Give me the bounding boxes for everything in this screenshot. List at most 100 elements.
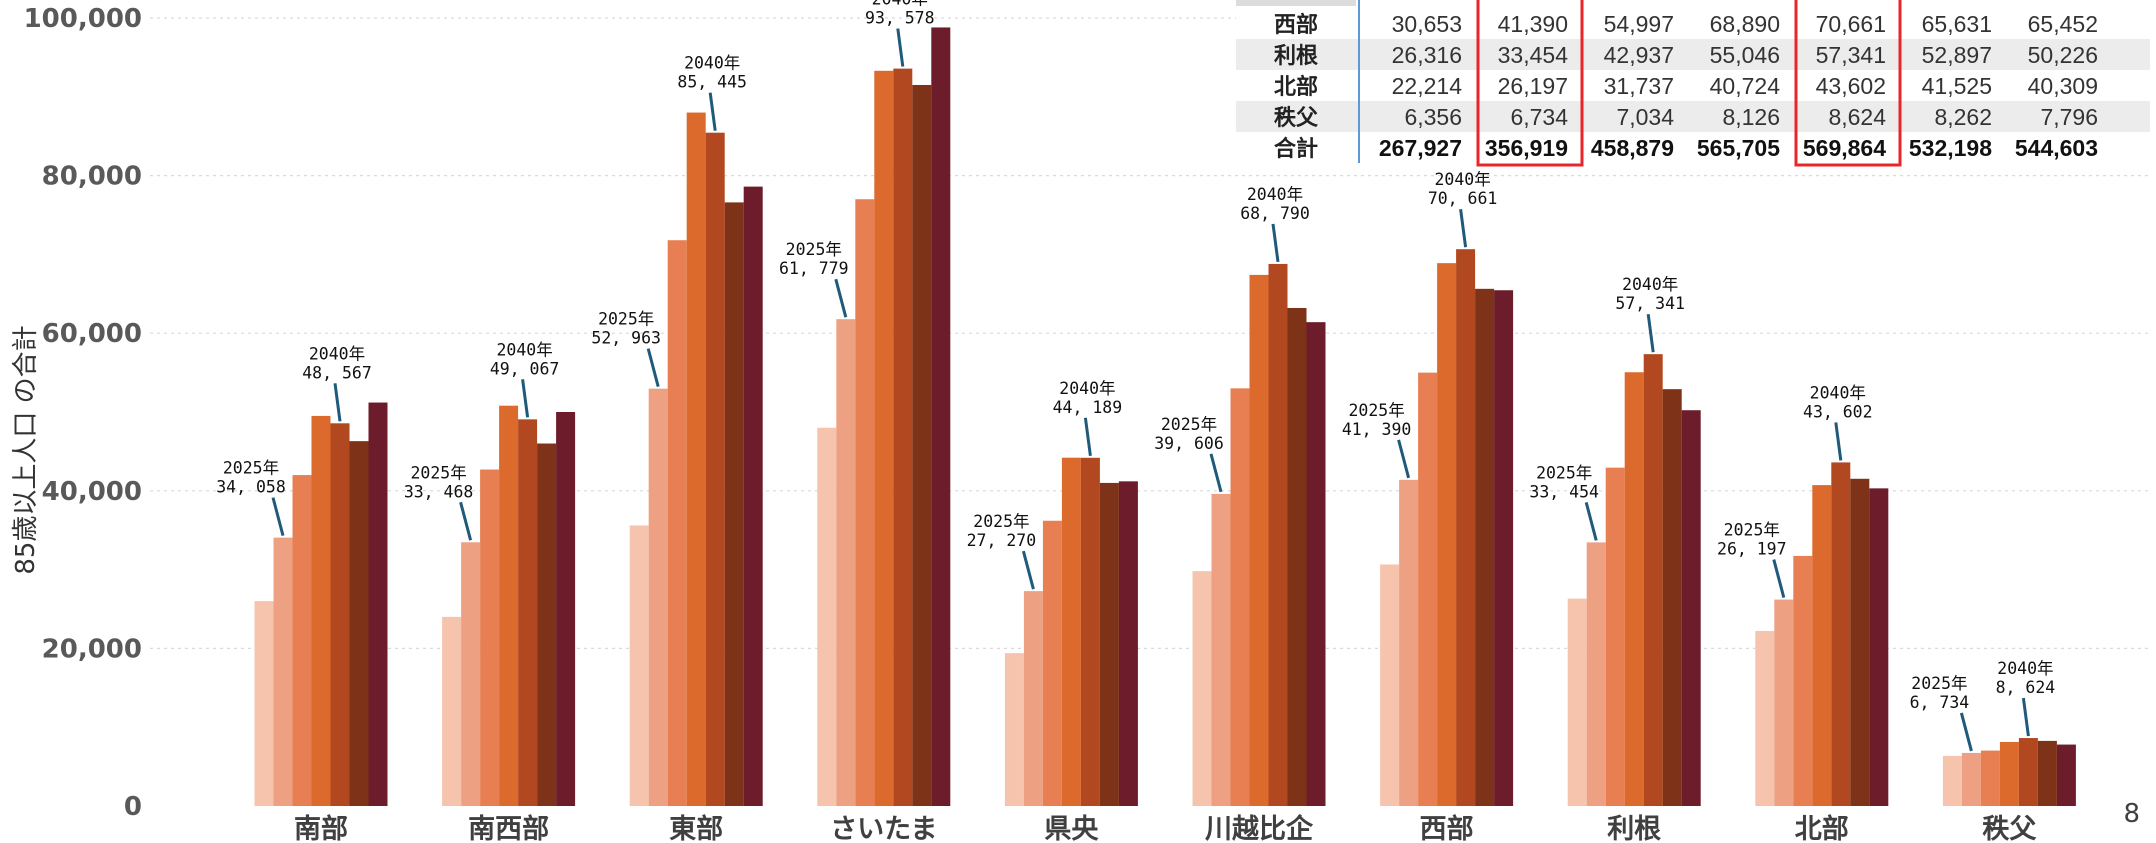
bar (1999, 741, 2019, 806)
annotation-year: 2025年 (786, 240, 842, 259)
x-tick-label: 西部 (1420, 813, 1474, 843)
bar (311, 415, 331, 806)
annotation-value: 52, 963 (591, 329, 661, 348)
table-cell: 31,737 (1604, 73, 1674, 99)
table-cell: 7,034 (1616, 104, 1674, 130)
table-cell: 6,356 (1404, 104, 1462, 130)
bar (724, 202, 744, 807)
y-tick-label: 80,000 (42, 162, 142, 192)
x-tick-label: 秩父 (1982, 814, 2037, 843)
x-axis: 南部 南西部 東部 さいたま 県央 川越比企 西部 利根 北部 秩父 (294, 813, 2037, 843)
table-cell: 569,864 (1803, 135, 1886, 161)
bar (1567, 598, 1587, 806)
table-header-stub (1236, 0, 1356, 6)
bar (1774, 599, 1794, 806)
bar (556, 412, 576, 806)
table-cell: 356,919 (1485, 135, 1568, 161)
x-tick-label: 北部 (1795, 813, 1849, 843)
y-tick-label: 0 (124, 792, 142, 822)
annotation-value: 43, 602 (1803, 402, 1873, 421)
table-cell: 50,226 (2028, 42, 2098, 68)
x-tick-label: 東部 (669, 813, 723, 843)
table-cell: 8,624 (1828, 104, 1886, 130)
annotation-value: 39, 606 (1154, 434, 1224, 453)
bar (2056, 744, 2076, 806)
bar (1061, 457, 1081, 806)
table-cell: 7,796 (2040, 104, 2098, 130)
annotation-value: 48, 567 (302, 363, 372, 382)
bar (1287, 307, 1307, 806)
annotation-leader-line (271, 497, 285, 537)
table-cell: 40,724 (1710, 73, 1781, 99)
annotation-value: 33, 468 (404, 482, 474, 501)
annotation-leader-line (834, 278, 848, 318)
table-cell: 42,937 (1604, 42, 1674, 68)
bar (480, 469, 500, 806)
bar (1643, 354, 1663, 806)
annotation-leader-line (2021, 697, 2030, 737)
annotation-year: 2040年 (1997, 659, 2053, 678)
bar (629, 525, 649, 806)
bar (893, 68, 913, 807)
bar (1812, 485, 1832, 806)
annotation-leader-line (1083, 417, 1092, 456)
y-tick-label: 100,000 (24, 4, 142, 34)
bar (1586, 542, 1606, 806)
bar (1456, 249, 1476, 807)
bar (1980, 750, 2000, 806)
table-cell: 68,890 (1710, 11, 1780, 37)
bar (1869, 488, 1889, 806)
bar (254, 601, 274, 806)
annotation-year: 2025年 (973, 512, 1029, 531)
x-tick-label: 南部 (294, 813, 348, 843)
bar (855, 199, 875, 807)
bar (1793, 555, 1813, 806)
annotation-year: 2025年 (598, 310, 654, 329)
table-row-name: 秩父 (1274, 106, 1319, 131)
annotation-leader-line (646, 348, 660, 388)
annotation-value: 49, 067 (490, 359, 560, 378)
annotation-leader-line (1959, 712, 1973, 752)
annotation-year: 2040年 (496, 340, 552, 359)
annotation-year: 2025年 (1911, 674, 1967, 693)
bar (461, 542, 481, 806)
table-cell: 65,631 (1922, 11, 1992, 37)
bar (349, 441, 369, 806)
bar (330, 423, 350, 806)
annotation-leader-line (1834, 422, 1843, 461)
table-cell: 41,390 (1498, 11, 1568, 37)
annotation-value: 61, 779 (779, 259, 849, 278)
bar (537, 443, 557, 806)
y-tick-label: 20,000 (42, 634, 142, 664)
bar (836, 319, 856, 806)
bar (817, 427, 837, 806)
annotation-year: 2025年 (1724, 521, 1780, 540)
bar (667, 240, 687, 806)
annotation-leader-line (1397, 439, 1411, 479)
bars (254, 27, 2076, 807)
table-cell: 30,653 (1392, 11, 1462, 37)
table-cell: 33,454 (1498, 42, 1569, 68)
bar (1831, 462, 1851, 806)
bar (1399, 479, 1419, 806)
bar (499, 405, 519, 806)
table-cell: 458,879 (1591, 135, 1674, 161)
annotation-value: 85, 445 (677, 73, 747, 92)
annotation-value: 44, 189 (1053, 398, 1123, 417)
bar (1249, 274, 1269, 806)
bar (1004, 653, 1024, 806)
annotation-leader-line (1772, 559, 1786, 598)
table-cell: 22,214 (1392, 73, 1463, 99)
annotation-year: 2040年 (1622, 275, 1678, 294)
bar (1192, 571, 1212, 806)
y-axis-label: 85歳以上人口 の合計 (11, 325, 41, 574)
y-tick-label: 40,000 (42, 477, 142, 507)
y-axis: 0 20,000 40,000 60,000 80,000 100,000 (24, 4, 142, 822)
table-row-name: 合計 (1274, 136, 1318, 162)
bar (1306, 322, 1326, 806)
table-cell: 26,197 (1498, 73, 1568, 99)
annotation-year: 2040年 (1247, 185, 1303, 204)
x-tick-label: さいたま (830, 814, 937, 843)
bar (912, 84, 932, 807)
